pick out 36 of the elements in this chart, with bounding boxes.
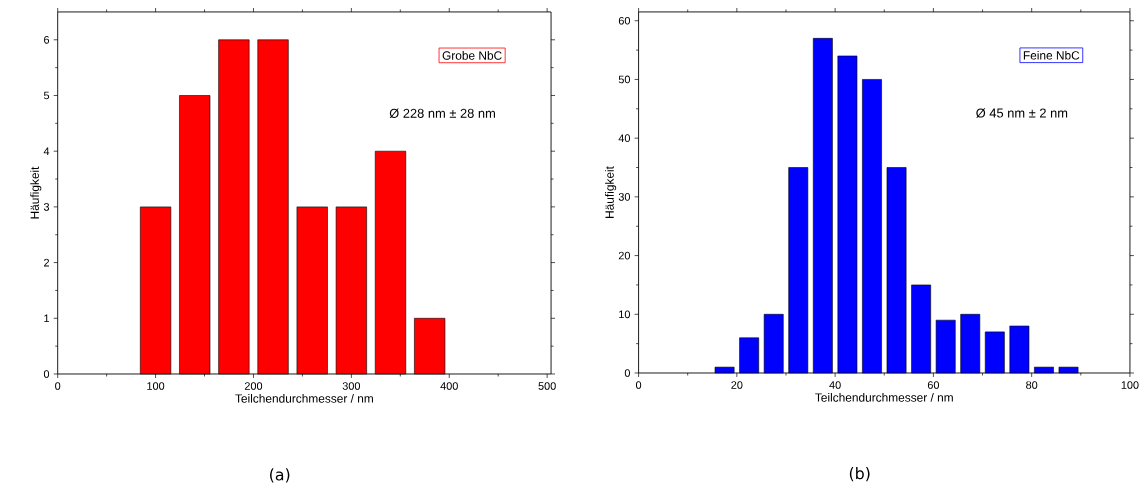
y-tick-label: 10 — [619, 310, 630, 318]
y-tick-label: 0 — [624, 368, 631, 377]
y-tick-label: 40 — [618, 134, 630, 142]
y-tick-label: 30 — [618, 192, 630, 201]
x-tick-label: 400 — [440, 381, 458, 390]
y-tick-label: 0 — [43, 369, 50, 378]
y-tick-label: 4 — [43, 147, 50, 155]
y-tick-label: 1 — [44, 314, 50, 322]
x-tick-label: 80 — [1026, 380, 1038, 389]
x-tick-label: 0 — [55, 381, 61, 390]
text: (a) — [270, 468, 290, 483]
x-tick-label: 40 — [829, 380, 841, 389]
y-tick-label: 3 — [43, 202, 50, 211]
x-tick-label: 60 — [927, 380, 940, 389]
y-tick-label: 50 — [618, 75, 630, 84]
y-tick-label: 60 — [618, 16, 630, 25]
y-tick-label: 5 — [43, 91, 50, 100]
y-tick-label: 6 — [44, 35, 50, 44]
y-tick-label: 20 — [618, 251, 630, 260]
x-tick-label: 0 — [635, 380, 642, 389]
x-tick-label: 100 — [147, 381, 165, 390]
text: Feine NbC — [1023, 50, 1080, 60]
y-axis-title: Häufigkeit — [605, 165, 617, 218]
x-tick-label: 100 — [1121, 380, 1139, 389]
x-axis-title: Teilchendurchmesser / nm — [235, 393, 373, 403]
text: Grobe NbC — [442, 50, 502, 60]
x-axis-title: Teilchendurchmesser / nm — [815, 392, 953, 402]
x-tick-label: 20 — [731, 380, 743, 389]
y-axis-title: Häufigkeit — [30, 166, 42, 219]
annotation: Ø 45 nm ± 2 nm — [976, 108, 1068, 118]
x-tick-label: 300 — [342, 381, 361, 390]
y-tick-label: 2 — [44, 258, 50, 267]
x-tick-label: 500 — [538, 381, 556, 390]
x-tick-label: 200 — [244, 381, 263, 390]
text: (b) — [849, 466, 870, 481]
annotation: Ø 228 nm ± 28 nm — [389, 108, 495, 118]
